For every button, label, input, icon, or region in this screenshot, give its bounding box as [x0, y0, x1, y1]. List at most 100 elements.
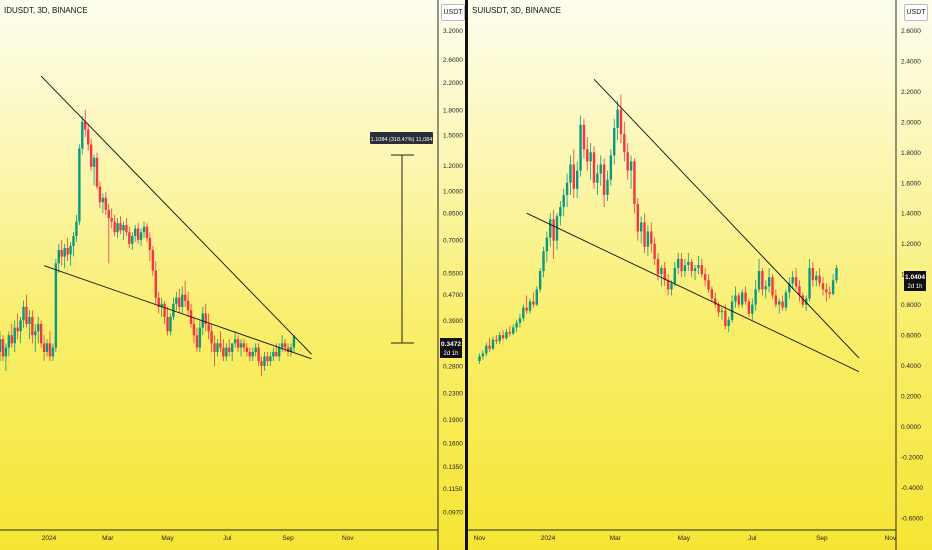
y-tick-label: 0.0000 — [901, 424, 921, 431]
x-tick-label: Jul — [748, 535, 757, 542]
pane-divider[interactable] — [465, 0, 468, 550]
candle — [280, 335, 284, 352]
candle — [734, 286, 737, 308]
candle-body — [670, 283, 673, 290]
left-currency-button[interactable]: USDT — [441, 4, 465, 21]
candle-body — [175, 297, 178, 304]
candle — [693, 265, 697, 281]
candle-body — [128, 232, 131, 244]
candle-body — [636, 204, 639, 232]
candle-body — [774, 295, 778, 305]
candle — [801, 292, 804, 308]
x-tick-label: Mar — [102, 535, 114, 542]
candle-body — [710, 289, 714, 299]
candle-body — [626, 152, 629, 171]
candle-body — [22, 306, 25, 321]
candle — [485, 342, 488, 357]
candle — [216, 339, 219, 357]
candle-body — [485, 345, 488, 354]
candle-body — [266, 356, 269, 362]
candle-body — [95, 157, 99, 187]
candle-body — [835, 267, 838, 281]
y-tick-label: 2.6000 — [901, 28, 921, 35]
y-tick-label: 1.6000 — [901, 180, 921, 187]
y-tick-label: 2.0000 — [901, 119, 921, 126]
candle-body — [690, 261, 693, 272]
y-tick-label: 1.5000 — [443, 132, 463, 139]
candle-body — [42, 343, 46, 352]
candle — [532, 292, 535, 308]
candle-body — [528, 301, 532, 311]
candle — [142, 221, 146, 238]
candle — [720, 307, 724, 320]
candle-body — [831, 280, 835, 294]
candle — [680, 252, 683, 278]
candle-body — [186, 300, 190, 311]
y-tick-label: 1.8000 — [901, 150, 921, 157]
candle — [19, 316, 22, 344]
candle — [525, 295, 528, 314]
candle — [555, 213, 559, 250]
candle-body — [757, 271, 761, 290]
candle-body — [656, 258, 660, 275]
candle — [72, 232, 75, 257]
candle — [821, 277, 825, 296]
candle-body — [0, 339, 2, 352]
candle-body — [596, 173, 599, 183]
candle-body — [508, 332, 512, 334]
candle — [737, 292, 741, 308]
candle — [128, 226, 131, 248]
candle-body — [131, 235, 134, 244]
candle — [683, 258, 687, 278]
candle — [245, 343, 249, 357]
candle — [636, 197, 639, 241]
candle-body — [119, 223, 122, 231]
x-tick-label: Nov — [342, 535, 354, 542]
candle-body — [579, 124, 582, 171]
left-current-price-box — [440, 338, 462, 358]
candle-body — [292, 336, 296, 348]
candle — [623, 121, 626, 162]
candle-body — [747, 301, 751, 314]
left-chart-svg: 3.80003.20002.60002.20001.80001.50001.20… — [0, 0, 463, 550]
candle — [791, 271, 794, 290]
candle-body — [565, 182, 569, 195]
right-currency-button[interactable]: USDT — [904, 4, 928, 21]
left-countdown: 2d 1h — [443, 351, 458, 357]
candle — [233, 331, 237, 348]
candle — [189, 303, 193, 328]
candle — [292, 335, 296, 352]
candle-body — [213, 343, 216, 352]
candle-body — [666, 280, 670, 290]
candle — [609, 149, 613, 186]
candle-body — [555, 216, 559, 241]
candle-body — [761, 271, 764, 290]
candle — [727, 316, 730, 333]
candle-body — [37, 323, 40, 332]
candle — [767, 268, 771, 293]
candle — [825, 283, 828, 302]
candle-body — [599, 164, 602, 174]
candle-body — [532, 301, 535, 305]
candle-body — [204, 313, 207, 324]
candle — [488, 338, 491, 352]
y-tick-label: 2.2000 — [901, 89, 921, 96]
candle-body — [818, 275, 821, 284]
candle-body — [680, 258, 683, 272]
candle — [22, 300, 25, 328]
candle — [178, 288, 181, 314]
left-current-price: 0.3472 — [441, 341, 461, 348]
candle-body — [69, 245, 72, 255]
candle-body — [643, 222, 646, 247]
candle-body — [535, 289, 538, 305]
candle — [663, 261, 666, 287]
candle-body — [619, 109, 623, 135]
candle — [616, 100, 619, 141]
candle-body — [28, 316, 31, 324]
left-symbol-title: IDUSDT, 3D, BINANCE — [4, 6, 88, 15]
candle — [101, 193, 105, 214]
candle — [4, 343, 8, 371]
y-tick-label: 1.8000 — [443, 107, 463, 114]
candle — [169, 313, 172, 336]
candle-body — [629, 161, 633, 171]
